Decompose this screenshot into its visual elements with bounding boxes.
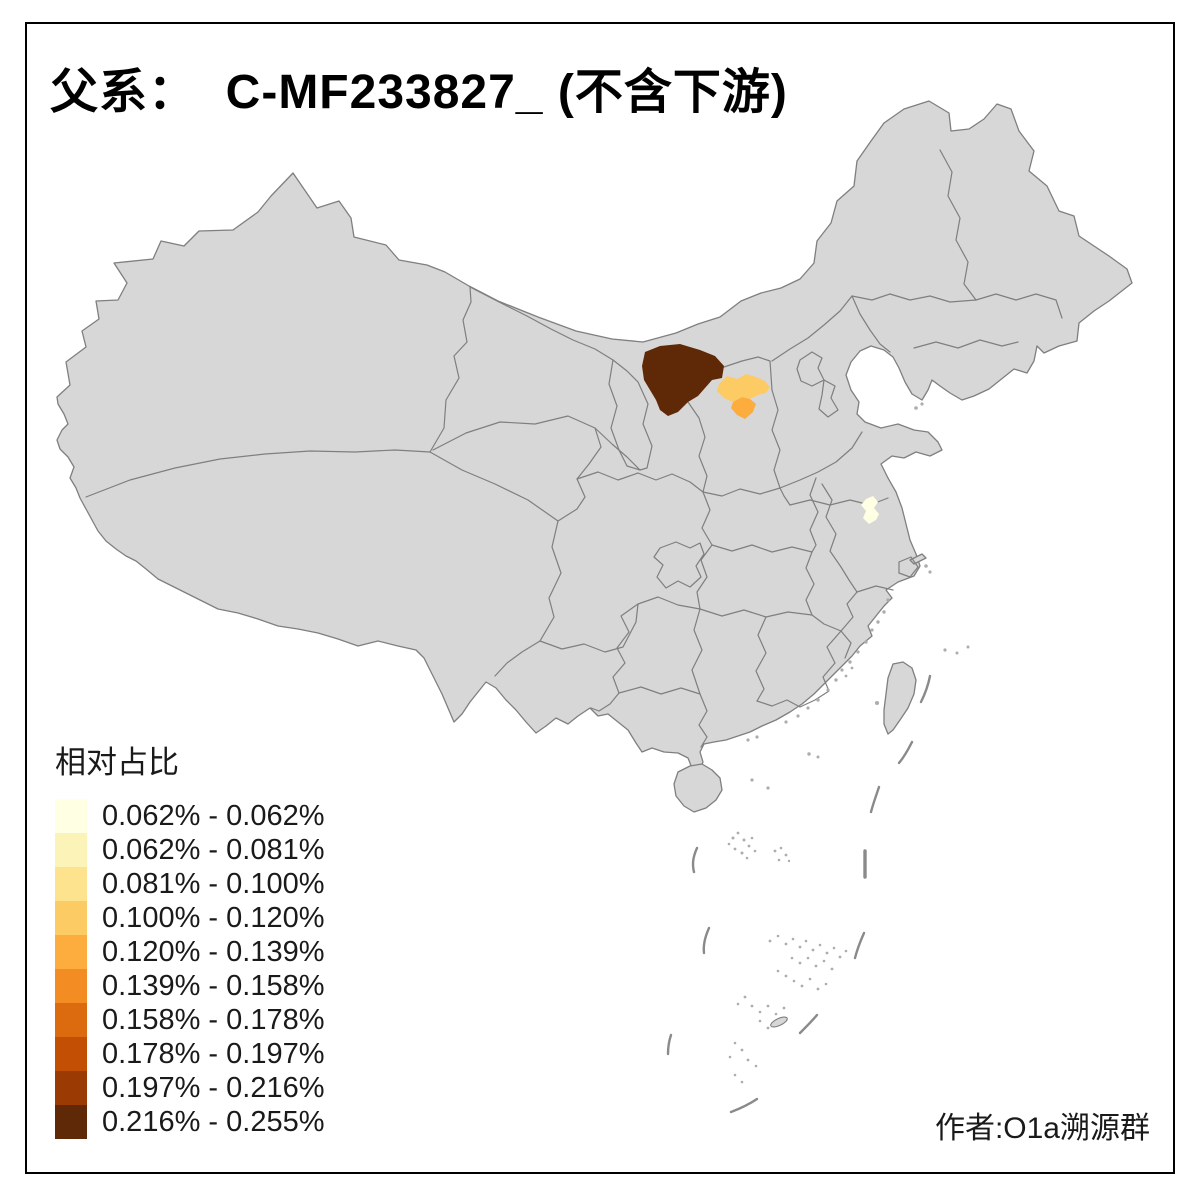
legend-swatch (55, 901, 87, 935)
region-ordos-area (642, 344, 724, 416)
taiwan-island (883, 661, 917, 735)
legend-item: 0.216% - 0.255% (55, 1105, 324, 1139)
legend-items: 0.062% - 0.062% 0.062% - 0.081% 0.081% - 0… (55, 799, 324, 1139)
region-shanxi-north (717, 374, 770, 402)
attribution: 作者:O1a溯源群 (934, 1112, 1150, 1145)
legend: 相对占比 0.062% - 0.062% 0.062% - 0.081% 0.081… (55, 744, 324, 1139)
legend-label: 0.100% - 0.120% (102, 901, 325, 934)
legend-label: 0.139% - 0.158% (102, 969, 325, 1002)
legend-swatch (55, 867, 87, 901)
map-landmass (56, 100, 1133, 813)
region-shanxi-central (731, 397, 756, 419)
legend-title: 相对占比 (55, 745, 179, 780)
legend-item: 0.178% - 0.197% (55, 1037, 324, 1071)
legend-item: 0.158% - 0.178% (55, 1003, 324, 1037)
legend-swatch (55, 1105, 87, 1139)
legend-item: 0.100% - 0.120% (55, 901, 324, 935)
legend-label: 0.158% - 0.178% (102, 1003, 325, 1036)
legend-label: 0.062% - 0.062% (102, 799, 325, 832)
legend-label: 0.216% - 0.255% (102, 1105, 325, 1138)
mainland-outline (56, 100, 1133, 773)
plot-title: 父系： C-MF233827_ (不含下游) (50, 66, 788, 119)
legend-item: 0.062% - 0.081% (55, 833, 324, 867)
spratly-main-island (770, 1016, 788, 1028)
legend-item: 0.062% - 0.062% (55, 799, 324, 833)
legend-item: 0.197% - 0.216% (55, 1071, 324, 1105)
region-jiangsu-central (861, 496, 879, 524)
legend-swatch (55, 833, 87, 867)
legend-swatch (55, 1003, 87, 1037)
legend-swatch (55, 969, 87, 1003)
legend-label: 0.178% - 0.197% (102, 1037, 325, 1070)
nine-dash-line (666, 674, 932, 1114)
legend-label: 0.081% - 0.100% (102, 867, 325, 900)
legend-item: 0.139% - 0.158% (55, 969, 324, 1003)
coastal-islets (746, 402, 970, 790)
province-borders (85, 149, 1063, 748)
legend-label: 0.062% - 0.081% (102, 833, 325, 866)
legend-label: 0.197% - 0.216% (102, 1071, 325, 1104)
legend-swatch (55, 1037, 87, 1071)
legend-swatch (55, 935, 87, 969)
legend-item: 0.081% - 0.100% (55, 867, 324, 901)
legend-swatch (55, 799, 87, 833)
highlighted-regions (642, 344, 879, 524)
hainan-island (673, 763, 723, 813)
legend-label: 0.120% - 0.139% (102, 935, 325, 968)
legend-swatch (55, 1071, 87, 1105)
legend-item: 0.120% - 0.139% (55, 935, 324, 969)
south-china-sea-islands (727, 831, 848, 1084)
